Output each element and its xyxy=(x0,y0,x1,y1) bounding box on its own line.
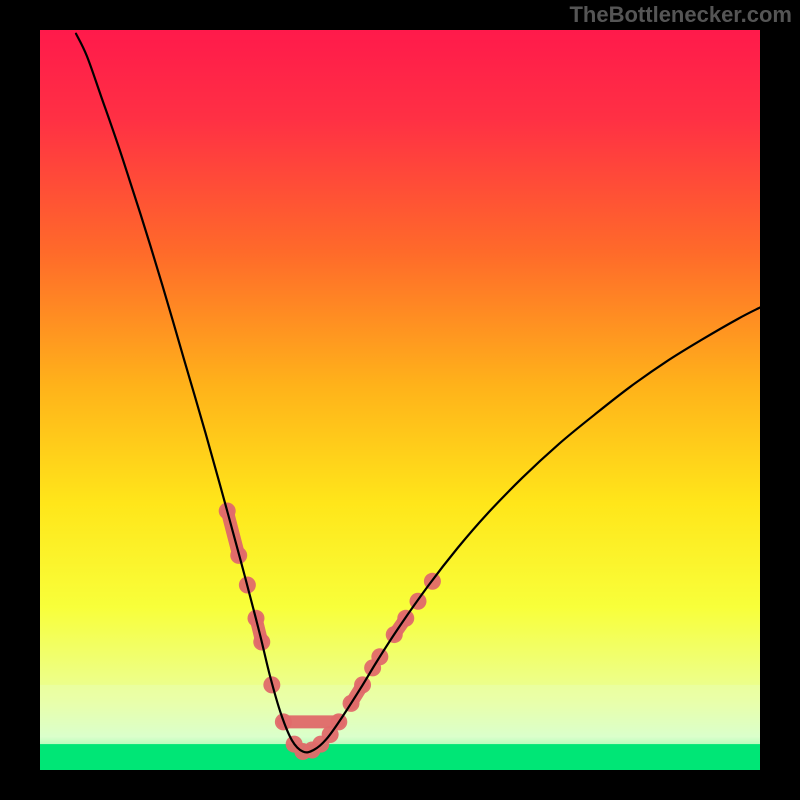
chart-stage: TheBottlenecker.com xyxy=(0,0,800,800)
gradient-background xyxy=(40,30,760,770)
bottleneck-chart xyxy=(0,0,800,800)
bottom-green-band xyxy=(40,744,760,770)
